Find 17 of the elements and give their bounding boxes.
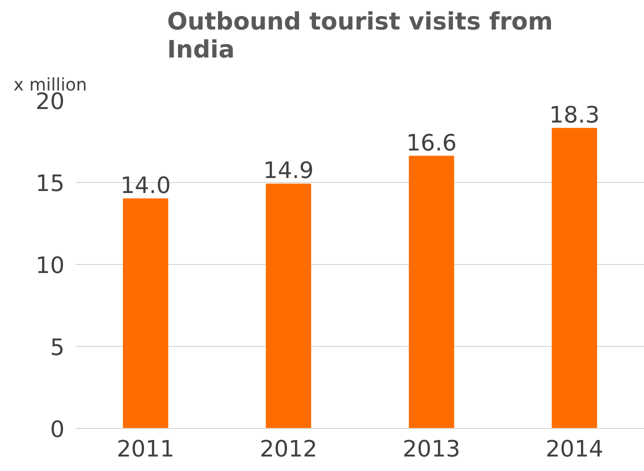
bar [122, 198, 168, 428]
x-tick-label: 2014 [546, 436, 604, 462]
data-label: 16.6 [406, 130, 457, 156]
y-tick-label: 10 [36, 253, 65, 279]
bar [408, 156, 454, 428]
y-tick-label: 0 [50, 417, 65, 443]
y-tick-label: 15 [36, 171, 65, 197]
x-tick-label: 2012 [260, 436, 318, 462]
x-tick-label: 2011 [116, 436, 174, 462]
data-label: 18.3 [549, 102, 600, 128]
x-tick-label: 2013 [402, 436, 460, 462]
bar [266, 184, 312, 428]
bar [552, 128, 598, 428]
y-tick-label: 5 [50, 335, 65, 361]
data-label: 14.0 [120, 172, 171, 199]
data-label: 14.9 [263, 158, 314, 184]
chart-title: Outbound tourist visits from India [167, 8, 553, 64]
